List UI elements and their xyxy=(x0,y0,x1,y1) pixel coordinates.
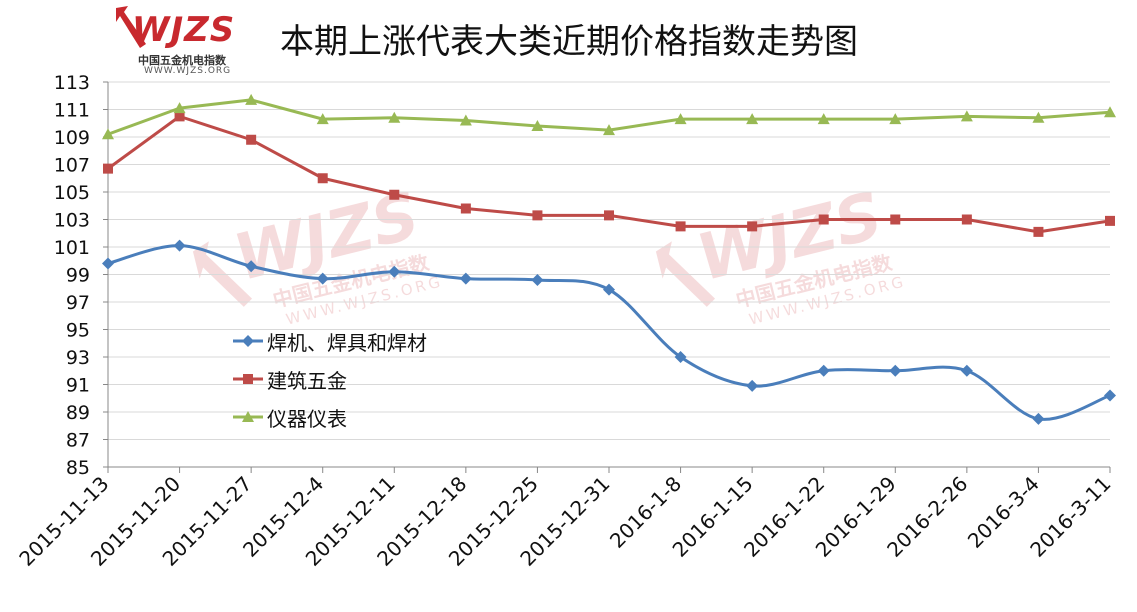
data-point-diamond xyxy=(388,265,401,278)
data-point-triangle xyxy=(1104,106,1116,118)
series-2 xyxy=(102,93,1116,140)
data-point-triangle xyxy=(316,113,329,125)
y-tick-label: 91 xyxy=(66,375,90,397)
data-point-square xyxy=(961,214,972,225)
data-point-triangle xyxy=(746,113,759,125)
logo-wordmark: WJZS xyxy=(132,10,236,50)
data-point-square xyxy=(675,221,686,232)
logo: WJZS 中国五金机电指数 WWW.WJZS.ORG xyxy=(112,4,252,80)
y-tick-label: 101 xyxy=(54,237,90,259)
data-point-triangle xyxy=(889,113,902,125)
data-point-triangle xyxy=(531,120,544,131)
data-point-diamond xyxy=(245,260,258,273)
legend-key-triangle-icon xyxy=(233,409,263,425)
legend-key-square-icon xyxy=(233,371,263,387)
data-point-diamond xyxy=(817,364,830,377)
data-point-square xyxy=(389,189,400,200)
data-point-triangle xyxy=(1032,111,1045,123)
y-tick-label: 95 xyxy=(66,320,90,342)
legend-label-instruments: 仪器仪表 xyxy=(267,406,347,431)
data-point-diamond xyxy=(531,274,544,286)
series-1 xyxy=(103,111,1115,237)
logo-url: WWW.WJZS.ORG xyxy=(144,66,232,76)
legend-item-instruments: 仪器仪表 xyxy=(233,398,427,436)
data-point-square xyxy=(1105,215,1115,226)
data-point-square xyxy=(818,214,829,225)
y-tick-label: 107 xyxy=(54,155,90,177)
chart-title: 本期上涨代表大类近期价格指数走势图 xyxy=(280,22,858,62)
y-tick-label: 105 xyxy=(54,182,90,204)
y-tick-label: 93 xyxy=(66,347,90,369)
y-tick-labels: 85 87 89 91 93 95 97 99 101 103 105 107 109 111 113 xyxy=(54,72,90,479)
data-point-square xyxy=(532,210,543,221)
data-point-diamond xyxy=(1104,389,1116,402)
y-tick-label: 89 xyxy=(66,402,90,424)
y-tick-label: 97 xyxy=(66,292,90,314)
data-point-diamond xyxy=(889,364,902,377)
data-point-diamond xyxy=(173,239,186,252)
y-tick-label: 85 xyxy=(66,457,90,479)
data-point-diamond xyxy=(1032,412,1045,425)
data-point-square xyxy=(246,134,257,145)
data-point-triangle xyxy=(388,111,401,123)
legend-label-hardware: 建筑五金 xyxy=(267,368,347,393)
data-point-diamond xyxy=(459,272,472,285)
legend-item-welding: 焊机、焊具和焊材 xyxy=(233,322,427,360)
series-lines xyxy=(102,93,1116,425)
data-point-triangle xyxy=(960,110,973,122)
y-tick-label: 109 xyxy=(54,127,90,149)
legend-key-diamond-icon xyxy=(233,333,263,349)
data-point-diamond xyxy=(603,283,615,296)
legend-item-hardware: 建筑五金 xyxy=(233,360,427,398)
data-point-triangle xyxy=(817,113,830,125)
legend: 焊机、焊具和焊材 建筑五金 仪器仪表 xyxy=(233,322,427,436)
legend-label-welding: 焊机、焊具和焊材 xyxy=(267,330,427,355)
data-point-square xyxy=(747,221,758,232)
data-point-square xyxy=(604,210,614,221)
data-point-diamond xyxy=(746,379,759,392)
data-point-square xyxy=(1033,226,1044,237)
y-tick-label: 111 xyxy=(54,100,90,122)
y-tick-label: 113 xyxy=(54,72,90,94)
data-point-triangle xyxy=(102,128,114,140)
y-tick-label: 87 xyxy=(66,430,90,452)
data-point-square xyxy=(174,111,185,122)
data-point-triangle xyxy=(674,113,687,125)
y-tick-label: 99 xyxy=(66,265,90,287)
data-point-square xyxy=(890,214,901,225)
data-point-triangle xyxy=(173,102,186,114)
x-tick-labels: 2015-11-132015-11-202015-11-272015-12-42… xyxy=(14,472,1115,571)
data-point-triangle xyxy=(245,93,258,105)
data-point-square xyxy=(317,173,328,184)
data-point-triangle xyxy=(459,114,472,126)
data-point-diamond xyxy=(960,364,973,377)
data-point-diamond xyxy=(674,351,687,363)
logo-chinese-name: 中国五金机电指数 xyxy=(138,54,226,67)
y-tick-label: 103 xyxy=(54,210,90,232)
axes xyxy=(107,82,1111,473)
data-point-square xyxy=(103,163,113,174)
data-point-diamond xyxy=(316,272,329,285)
data-point-diamond xyxy=(102,257,114,270)
logo-arrow-icon xyxy=(116,6,146,48)
data-point-square xyxy=(460,203,471,214)
series-0 xyxy=(102,239,1116,425)
data-point-triangle xyxy=(603,124,615,136)
